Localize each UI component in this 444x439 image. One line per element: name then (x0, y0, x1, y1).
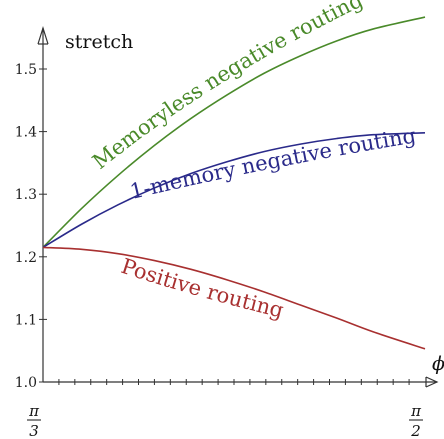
y-tick-label: 1.5 (15, 62, 37, 78)
y-tick-label: 1.2 (15, 250, 37, 266)
curve-label-text: 1-memory negative routing (128, 123, 418, 203)
y-axis-arrow-icon (37, 25, 49, 45)
one-memory-negative-routing-label: 1-memory negative routing (128, 123, 418, 203)
x-tick-denominator: 3 (29, 422, 39, 439)
one-memory-negative-routing-line (42, 132, 426, 249)
memoryless-negative-routing-line (42, 16, 426, 248)
x-axis-title: ϕ (432, 353, 444, 375)
y-tick-label: 1.3 (15, 187, 37, 203)
positive-routing-line (42, 246, 426, 350)
curve-label-text: Positive routing (118, 254, 286, 323)
x-tick-denominator: 2 (410, 422, 421, 439)
x-tick-numerator: π (28, 402, 40, 420)
y-axis-title: stretch (65, 31, 133, 53)
x-tick-numerator: π (410, 402, 422, 420)
x-tick-label: π3 (27, 402, 41, 439)
series-lines (42, 16, 426, 350)
x-axis-arrow-icon (425, 376, 439, 388)
y-tick-label: 1.4 (15, 125, 37, 141)
positive-routing-label: Positive routing (118, 254, 286, 323)
y-tick-label: 1.0 (15, 375, 37, 391)
y-tick-label: 1.1 (15, 312, 37, 328)
x-tick-label: π2 (409, 402, 423, 439)
